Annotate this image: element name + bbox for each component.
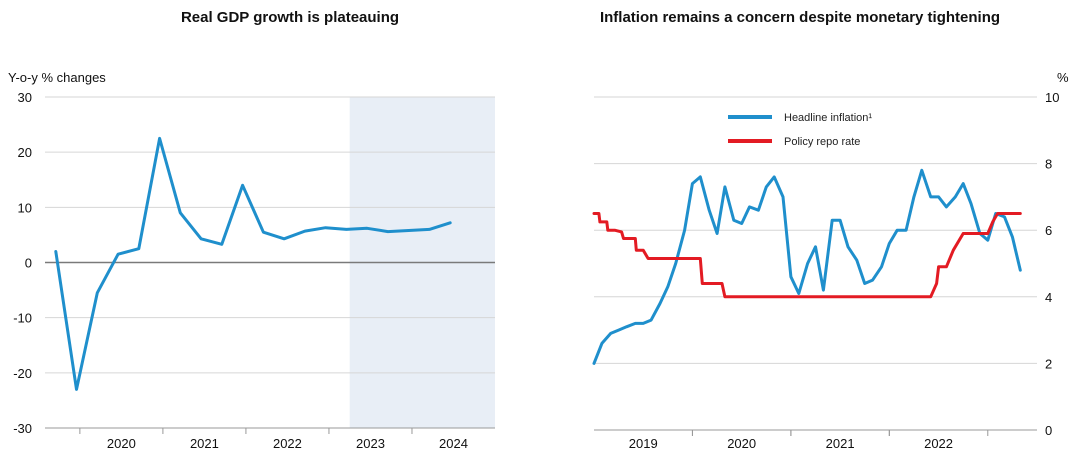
x-tick-label: 2021 [190, 436, 219, 451]
y-tick-label: 8 [1045, 157, 1052, 172]
right-chart-title: Inflation remains a concern despite mone… [599, 9, 1001, 26]
y-tick-label: 4 [1045, 290, 1052, 305]
legend-label: Headline inflation¹ [784, 112, 872, 124]
y-tick-label: 10 [18, 200, 32, 215]
legend-label: Policy repo rate [784, 136, 860, 148]
y-tick-label: 6 [1045, 223, 1052, 238]
y-tick-label: -10 [13, 311, 32, 326]
x-tick-label: 2021 [826, 436, 855, 451]
y-tick-label: 20 [18, 145, 32, 160]
right-chart: 10 8 6 4 2 0% 2019 2020 2021 2022 Headline inflati… [592, 70, 1069, 451]
x-tick-label: 2022 [924, 436, 953, 451]
y-tick-label: 0 [25, 256, 32, 271]
x-tick-label: 2024 [439, 436, 468, 451]
x-tick-label: 2019 [629, 436, 658, 451]
y-tick-label: 10 [1045, 90, 1059, 105]
y-tick-label: 30 [18, 90, 32, 105]
x-tick-label: 2022 [273, 436, 302, 451]
policy-repo-rate-line [592, 212, 1022, 299]
left-chart: 30 20 10 0 -10 -20 -30 Y-o-y % changes 2020 2021 2… [8, 70, 495, 451]
headline-inflation-line [592, 168, 1022, 365]
y-tick-label: 0 [1045, 423, 1052, 438]
x-tick-label: 2023 [356, 436, 385, 451]
left-chart-title: Real GDP growth is plateauing [180, 9, 400, 26]
y-tick-label: 2 [1045, 356, 1052, 371]
y-tick-label: -20 [13, 366, 32, 381]
x-tick-label: 2020 [727, 436, 756, 451]
x-tick-label: 2020 [107, 436, 136, 451]
y-axis-label: Y-o-y % changes [8, 70, 106, 85]
y-axis-unit: % [1057, 70, 1069, 85]
y-tick-label: -30 [13, 421, 32, 436]
gdp-growth-line [54, 136, 452, 391]
